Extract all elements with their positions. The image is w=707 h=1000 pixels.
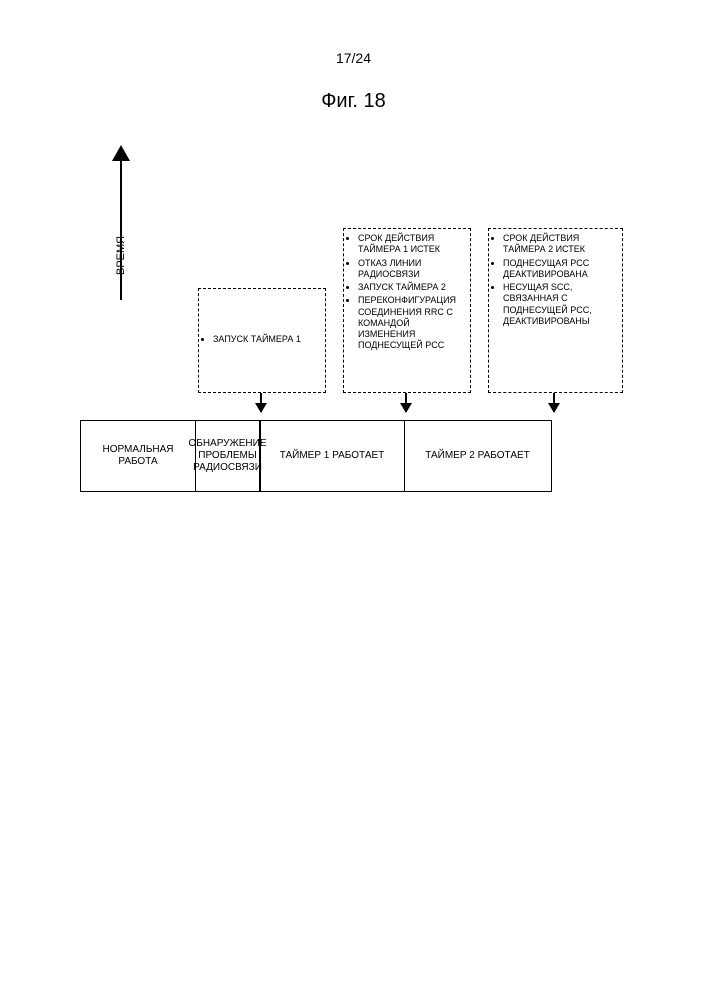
timeline-row: НОРМАЛЬНАЯ РАБОТА ОБНАРУЖЕНИЕ ПРОБЛЕМЫ Р… [80,420,552,492]
callout-item: ЗАПУСК ТАЙМЕРА 2 [358,282,464,293]
time-arrow-head-icon [112,145,130,161]
callout-item: ОТКАЗ ЛИНИИ РАДИОСВЯЗИ [358,258,464,281]
callout-item: НЕСУЩАЯ SCC, СВЯЗАННАЯ С ПОДНЕСУЩЕЙ PCC,… [503,282,616,327]
callout-item: СРОК ДЕЙСТВИЯ ТАЙМЕРА 2 ИСТЕК [503,233,616,256]
connector-arrow-icon [405,393,407,412]
time-arrow-line [120,155,122,300]
callout-item: ПЕРЕКОНФИГУРАЦИЯ СОЕДИНЕНИЯ RRC С КОМАНД… [358,295,464,351]
figure-page: 17/24 Фиг. 18 ВРЕМЯ ЗАПУСК ТАЙМЕРА 1 СРО… [0,0,707,1000]
connector-arrow-icon [553,393,555,412]
timeline-cell-timer1: ТАЙМЕР 1 РАБОТАЕТ [259,420,405,492]
callout-item: СРОК ДЕЙСТВИЯ ТАЙМЕРА 1 ИСТЕК [358,233,464,256]
figure-label: Фиг. 18 [0,90,707,113]
timeline-cell-normal: НОРМАЛЬНАЯ РАБОТА [80,420,196,492]
connector-arrow-icon [260,393,262,412]
callout-start-timer1: ЗАПУСК ТАЙМЕРА 1 [198,288,326,393]
callout-item: ПОДНЕСУЩАЯ PCC ДЕАКТИВИРОВАНА [503,258,616,281]
callout-timer1-expired: СРОК ДЕЙСТВИЯ ТАЙМЕРА 1 ИСТЕК ОТКАЗ ЛИНИ… [343,228,471,393]
callout-item: ЗАПУСК ТАЙМЕРА 1 [213,334,301,345]
callout-timer2-expired: СРОК ДЕЙСТВИЯ ТАЙМЕРА 2 ИСТЕК ПОДНЕСУЩАЯ… [488,228,623,393]
timeline-cell-detect: ОБНАРУЖЕНИЕ ПРОБЛЕМЫ РАДИОСВЯЗИ [195,420,261,492]
page-number: 17/24 [0,50,707,66]
timeline-cell-timer2: ТАЙМЕР 2 РАБОТАЕТ [404,420,552,492]
